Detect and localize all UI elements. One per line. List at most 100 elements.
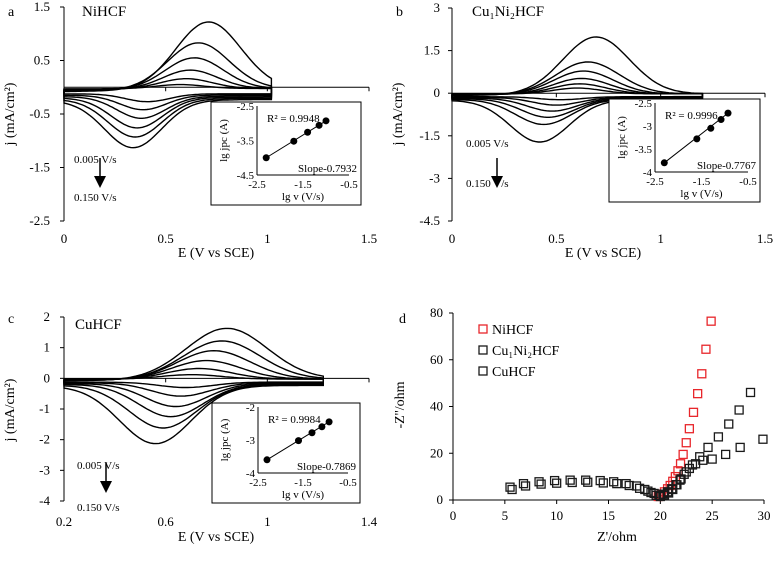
scatter-point-cu1ni2hcf (598, 478, 608, 488)
inset-data-point (717, 116, 725, 124)
inset-y-tick-label: -3.5 (635, 144, 653, 156)
x-tick-label: 20 (654, 508, 667, 523)
scatter-point-nihcf (706, 316, 716, 326)
inset-data-point (308, 429, 316, 437)
y-tick-label: -1.5 (419, 128, 440, 143)
x-tick-label: 5 (502, 508, 509, 523)
legend-label: Cu₁Ni₂HCF (492, 344, 560, 359)
scatter-point-cu1ni2hcf (735, 442, 745, 453)
inset-y-tick-label: -3 (643, 121, 653, 133)
inset-data-point (315, 121, 323, 129)
x-tick-label: 15 (602, 508, 615, 523)
scatter-point-nihcf (684, 424, 695, 434)
y-tick-label: 40 (430, 399, 443, 414)
inset-y-tick-label: -2 (246, 402, 255, 414)
inset-data-point (724, 109, 732, 117)
scatter-point-cuhcf (734, 405, 744, 415)
inset-data-point (707, 124, 715, 132)
scatter-point-cu1ni2hcf (758, 434, 768, 444)
inset-plot: -2.5 -1.5 -0.5 -2.5 -3 -3.5 -4 lg v (V/s) lg jpc… (608, 98, 761, 203)
chart-title: Cu₁Ni₂HCF (472, 4, 544, 20)
x-tick-label: 0.6 (158, 514, 175, 529)
inset-plot: -2.5 -1.5 -0.5 -2 -3 -4 lg v (V/s) lg jpc (A) R²… (211, 402, 361, 504)
scatter-point-cu1ni2hcf (520, 481, 531, 491)
scatter-point-nihcf (693, 388, 703, 399)
y-tick-label: -0.5 (29, 106, 50, 121)
inset-frame (211, 402, 361, 504)
y-tick-label: 0.5 (34, 53, 50, 68)
panel-label: a (8, 5, 15, 20)
scatter-point-cuhcf (687, 460, 698, 470)
scatter-point-cuhcf (695, 452, 705, 462)
inset-x-tick-label: -0.5 (340, 179, 358, 191)
inset-slope-label: Slope-0.7767 (697, 160, 756, 172)
inset-data-point (660, 159, 668, 167)
legend-marker (478, 345, 488, 355)
y-tick-label: 0 (44, 370, 51, 385)
panel-d: d 0 5 10 15 20 25 30 80 60 40 20 0 Z'/ohm -Z''/ohm NiHC… (393, 305, 771, 545)
scatter-point-cu1ni2hcf (536, 479, 546, 489)
inset-data-point (693, 135, 701, 143)
inset-y-tick-label: -4 (246, 468, 256, 480)
scatter-point-cuhcf (621, 478, 631, 489)
scatter-point-nihcf (678, 449, 688, 460)
inset-y-label: lg jpc (A) (218, 119, 230, 162)
y-tick-label: -1 (39, 401, 50, 416)
scatter-point-cuhcf (681, 467, 691, 477)
scatter-point-cuhcf (609, 477, 619, 487)
scatter-point-cu1ni2hcf (649, 488, 659, 499)
scatter-point-cu1ni2hcf (624, 480, 634, 491)
inset-data-point (295, 437, 302, 445)
inset-y-tick-label: -2.5 (635, 98, 653, 110)
inset-data-point (304, 128, 312, 136)
inset-slope-label: Slope-0.7932 (298, 163, 357, 175)
y-tick-label: -2.5 (29, 213, 50, 228)
inset-y-tick-label: -3 (246, 435, 256, 447)
scatter-point-cu1ni2hcf (720, 449, 731, 460)
y-tick-label: -4 (39, 493, 50, 508)
y-axis-label: j (mA/cm²) (3, 378, 18, 442)
scan-rate-start-label: 0.005 V/s (74, 154, 117, 166)
x-axis-label: E (V vs SCE) (178, 530, 255, 545)
x-tick-label: 25 (706, 508, 719, 523)
y-tick-label: 80 (430, 305, 443, 320)
scatter-point-cuhcf (676, 474, 686, 484)
scatter-point-cuhcf (565, 475, 575, 485)
inset-x-tick-label: -1.5 (693, 176, 711, 188)
inset-r2-label: R² = 0.9948 (267, 113, 320, 125)
scatter-point-cuhcf (745, 387, 756, 398)
chart-title: CuHCF (75, 317, 122, 333)
y-tick-label: 60 (430, 352, 443, 367)
inset-x-label: lg v (V/s) (282, 191, 325, 203)
scatter-point-cuhcf (703, 442, 713, 453)
legend: NiHCF Cu₁Ni₂HCF CuHCF (478, 323, 560, 380)
scan-rate-end-label: 0.150 V/s (74, 192, 117, 204)
inset-x-tick-label: -1.5 (294, 179, 312, 191)
y-tick-label: 0 (437, 492, 444, 507)
inset-data-point (325, 418, 333, 426)
panel-b: b 0 0.5 1 1.5 3 1.5 0 -1.5 -3 -4.5 E (V vs SCE) j (m… (391, 0, 773, 261)
x-axis-label: Z'/ohm (597, 530, 637, 545)
inset-x-tick-label: -0.5 (739, 176, 757, 188)
inset-x-label: lg v (V/s) (282, 489, 325, 501)
scatter-point-nihcf (681, 438, 691, 448)
y-tick-label: 1.5 (34, 0, 50, 14)
scatter-point-cu1ni2hcf (507, 484, 517, 495)
inset-x-label: lg v (V/s) (680, 188, 723, 200)
y-tick-label: -4.5 (419, 213, 440, 228)
scatter-point-cu1ni2hcf (707, 454, 717, 464)
inset-y-tick-label: -4 (643, 167, 653, 179)
y-tick-label: 3 (434, 0, 441, 15)
y-axis-label: j (mA/cm²) (3, 82, 18, 146)
x-tick-label: 1 (264, 514, 271, 529)
panel-c: c 0.2 0.6 1 1.4 2 1 0 -1 -2 -3 -4 E (V vs SCE) j (mA/… (3, 309, 378, 545)
scatter-point-cu1ni2hcf (583, 477, 593, 487)
inset-plot: -2.5 -1.5 -0.5 -2.5 -3.5 -4.5 lg v (V/s) lg jpc… (210, 101, 362, 206)
y-tick-label: 0 (434, 85, 441, 100)
inset-data-point (263, 456, 271, 464)
scatter-point-cuhcf (713, 432, 724, 442)
chart-title: NiHCF (82, 4, 126, 20)
x-tick-label: 1.4 (361, 514, 378, 529)
inset-r2-label: R² = 0.9996 (665, 110, 718, 122)
panel-a: a 0 0.5 1 1.5 1.5 0.5 -0.5 -1.5 -2.5 E (V vs SCE) j… (3, 0, 377, 261)
